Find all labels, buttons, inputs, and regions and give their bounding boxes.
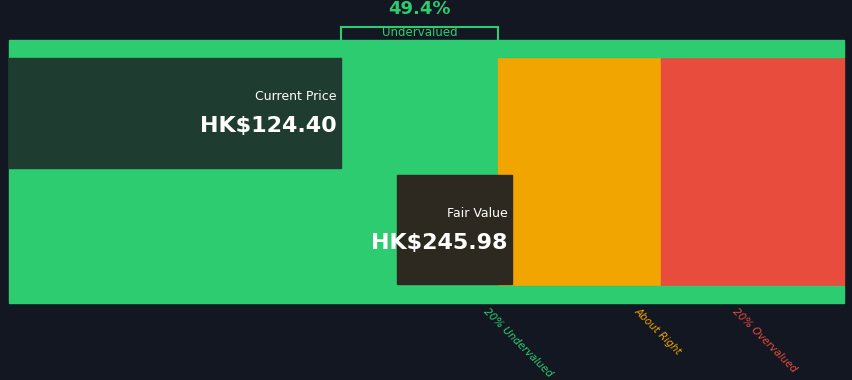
Text: 20% Undervalued: 20% Undervalued bbox=[481, 306, 554, 379]
Bar bbox=[9, 40, 843, 57]
Bar bbox=[497, 57, 659, 286]
Text: 20% Overvalued: 20% Overvalued bbox=[729, 306, 797, 374]
Bar bbox=[9, 57, 497, 286]
Text: Fair Value: Fair Value bbox=[446, 207, 507, 220]
Text: 49.4%: 49.4% bbox=[388, 0, 450, 18]
Text: HK$245.98: HK$245.98 bbox=[371, 233, 507, 253]
Bar bbox=[396, 174, 511, 285]
Text: About Right: About Right bbox=[631, 306, 682, 357]
Text: Undervalued: Undervalued bbox=[381, 26, 457, 39]
Bar bbox=[659, 57, 843, 286]
Bar bbox=[9, 59, 341, 168]
Text: HK$124.40: HK$124.40 bbox=[200, 116, 337, 136]
Bar bbox=[9, 286, 843, 303]
Text: Current Price: Current Price bbox=[255, 90, 337, 103]
